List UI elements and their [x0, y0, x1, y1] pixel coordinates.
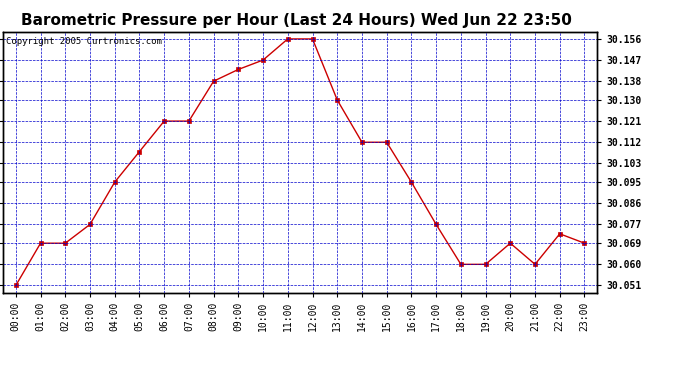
Text: Barometric Pressure per Hour (Last 24 Hours) Wed Jun 22 23:50: Barometric Pressure per Hour (Last 24 Ho… [21, 13, 572, 28]
Text: Copyright 2005 Curtronics.com: Copyright 2005 Curtronics.com [6, 37, 162, 46]
